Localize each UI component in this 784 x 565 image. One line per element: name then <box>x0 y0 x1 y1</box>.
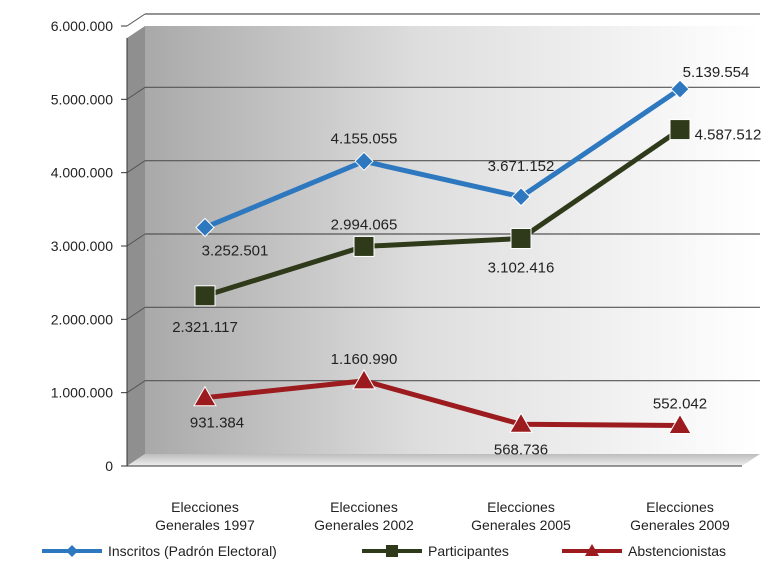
x-tick-label-line: Generales 1997 <box>155 517 255 533</box>
marker-triangle <box>509 412 533 433</box>
x-tick-label-line: Elecciones <box>171 499 239 515</box>
marker-square <box>510 227 532 249</box>
legend-label: Inscritos (Padrón Electoral) <box>108 543 277 559</box>
y-tick-label: 6.000.000 <box>51 18 113 34</box>
data-label: 4.155.055 <box>331 130 398 147</box>
plot-floor <box>127 454 760 466</box>
legend-marker-triangle <box>585 544 599 556</box>
x-tick-label: Elecciones Generales 1997 <box>155 499 255 533</box>
data-labels: 3.252.501 4.155.055 3.671.152 5.139.554 2.32… <box>172 64 761 458</box>
plot-side-wall <box>127 26 145 466</box>
series-group <box>193 79 692 435</box>
legend-marker-diamond <box>66 545 78 557</box>
gridlines <box>126 13 760 394</box>
marker-square <box>353 235 375 257</box>
data-label: 3.102.416 <box>488 259 555 276</box>
series-line-1 <box>204 127 682 299</box>
marker-diamond <box>511 187 531 207</box>
data-label: 5.139.554 <box>683 64 750 81</box>
gridline-slant <box>126 233 146 247</box>
y-tick-label: 4.000.000 <box>51 165 113 181</box>
x-tick-label: Elecciones Generales 2009 <box>630 499 730 533</box>
legend-label: Abstencionistas <box>628 543 726 559</box>
data-label: 2.321.117 <box>172 319 238 336</box>
marker-triangle <box>668 413 692 435</box>
x-axis: Elecciones Generales 1997 Elecciones Genera… <box>127 465 742 533</box>
marker-diamond <box>670 79 690 99</box>
series-line-0 <box>204 87 682 230</box>
data-label: 931.384 <box>190 415 244 432</box>
gridline-slant <box>126 13 146 27</box>
data-label: 3.252.501 <box>202 242 269 259</box>
data-label: 3.671.152 <box>488 158 555 175</box>
marker-square <box>669 119 691 141</box>
data-label: 4.587.512 <box>695 127 762 144</box>
gridline-slant <box>126 86 146 100</box>
x-tick-label-line: Elecciones <box>646 499 714 515</box>
marker-triangle <box>352 368 376 390</box>
legend-label: Participantes <box>428 543 509 559</box>
legend-marker-square <box>386 545 398 557</box>
y-axis: 0 1.000.000 2.000.000 3.000.000 4.000.000 5.0… <box>51 18 128 474</box>
series-line-2 <box>204 378 681 429</box>
x-tick-label: Elecciones Generales 2002 <box>314 499 414 533</box>
y-tick-label: 1.000.000 <box>51 385 113 401</box>
x-tick-label: Elecciones Generales 2005 <box>471 499 571 533</box>
y-tick-label: 5.000.000 <box>51 91 113 107</box>
data-label: 568.736 <box>494 441 548 458</box>
x-tick-label-line: Generales 2005 <box>471 517 571 533</box>
marker-square <box>194 285 216 307</box>
gridline-slant <box>126 160 146 174</box>
x-tick-label-line: Elecciones <box>330 499 398 515</box>
gridline-slant <box>126 306 146 320</box>
x-tick-label-line: Elecciones <box>487 499 555 515</box>
y-tick-label: 0 <box>105 458 113 474</box>
marker-diamond <box>195 217 215 238</box>
y-tick-label: 3.000.000 <box>51 238 113 254</box>
legend: Inscritos (Padrón Electoral) Participante… <box>42 543 726 559</box>
x-tick-label-line: Generales 2009 <box>630 517 730 533</box>
y-tick-label: 2.000.000 <box>51 311 113 327</box>
gridline-slant <box>126 380 146 394</box>
data-label: 552.042 <box>653 396 707 413</box>
data-label: 2.994.065 <box>331 216 398 233</box>
x-tick-label-line: Generales 2002 <box>314 517 414 533</box>
data-label: 1.160.990 <box>331 351 398 368</box>
marker-triangle <box>193 385 217 407</box>
marker-diamond <box>354 151 374 172</box>
